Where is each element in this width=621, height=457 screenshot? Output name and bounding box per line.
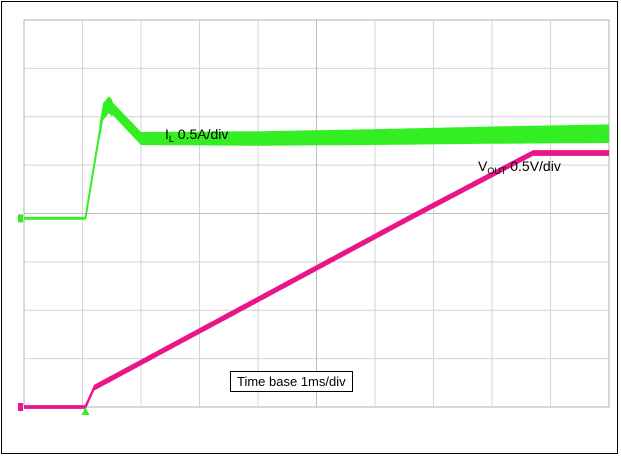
timebase-label: Time base 1ms/div <box>230 371 353 392</box>
il-label: IL 0.5A/div <box>165 126 229 144</box>
trace-line-il <box>24 103 610 220</box>
vout-label: VOUT 0.5V/div <box>478 158 561 176</box>
channel-markers <box>18 214 90 415</box>
traces <box>24 96 610 410</box>
trace-line-vout <box>24 152 609 408</box>
trace-band-vout <box>24 150 609 410</box>
channel-marker-il <box>18 214 23 223</box>
trigger-marker <box>81 407 90 415</box>
channel-marker-vout <box>18 403 23 411</box>
